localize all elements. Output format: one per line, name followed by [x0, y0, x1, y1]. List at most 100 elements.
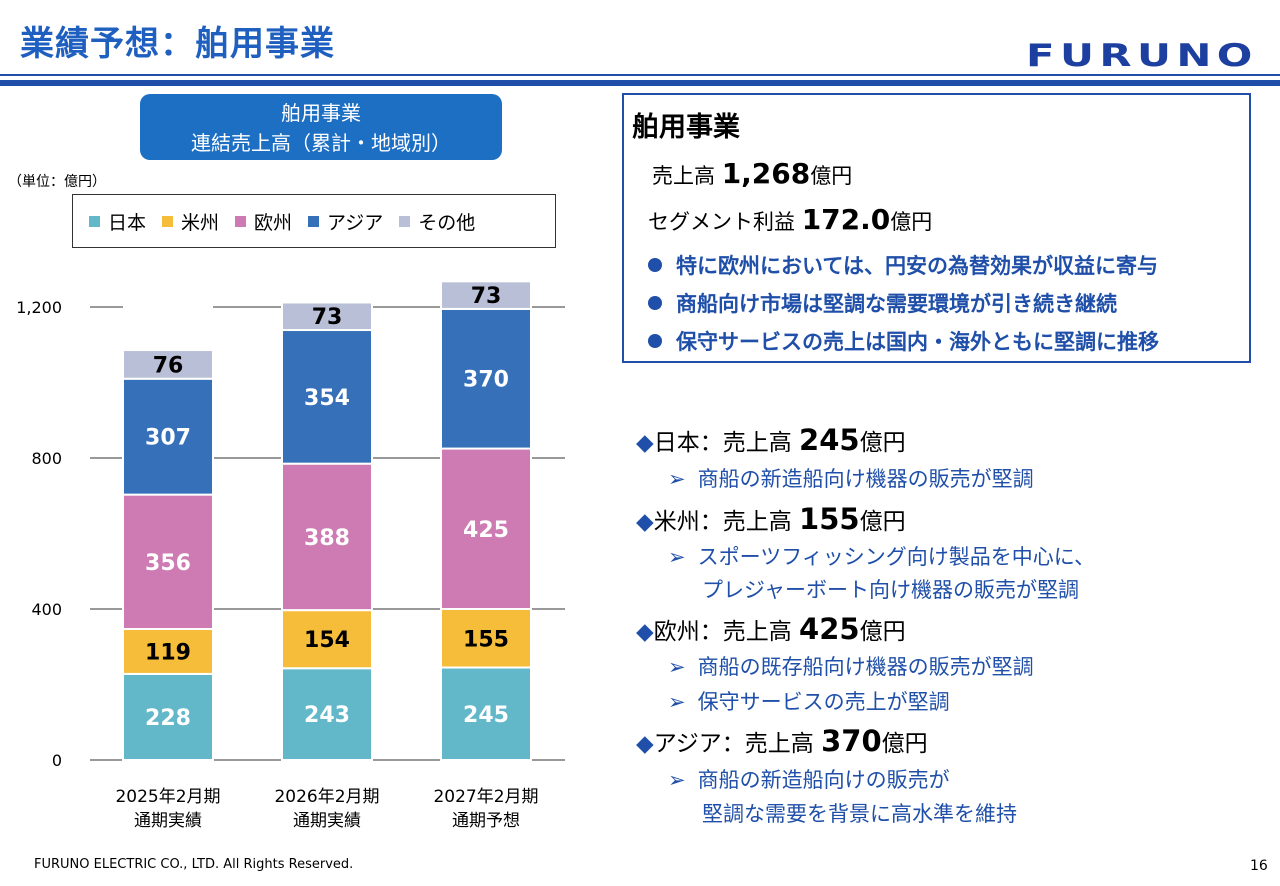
data-label: 155 [463, 627, 509, 652]
legend-item-japan: 日本 [89, 208, 146, 235]
x-tick-label: 通期実績 [134, 811, 202, 831]
arrow-icon: ➢ [668, 545, 686, 569]
arrow-icon: ➢ [668, 467, 686, 491]
summary-bullet: 保守サービスの売上は国内・海外ともに堅調に推移 [648, 326, 1159, 356]
sales-label: 売上高 [652, 164, 715, 188]
region-label: アジア：売上高 [653, 731, 814, 757]
legend-item-asia: アジア [308, 208, 383, 235]
region-note-continued: プレジャーボート向け機器の販売が堅調 [702, 578, 1079, 602]
data-label: 388 [304, 526, 350, 551]
region-americas: ◆米州：売上高 155億円 [636, 502, 906, 536]
legend-item-americas: 米州 [162, 208, 219, 235]
diamond-icon: ◆ [636, 430, 654, 456]
bar-segment [281, 301, 373, 332]
bar-segment [440, 608, 532, 669]
data-label: 243 [304, 703, 350, 728]
region-note: ➢ 商船の新造船向け機器の販売が堅調 [668, 467, 1034, 491]
bar-segment [281, 329, 373, 465]
sales-unit: 億円 [810, 164, 853, 188]
legend-label: 欧州 [254, 211, 293, 234]
copyright-footer: FURUNO ELECTRIC CO., LTD. All Rights Res… [34, 857, 354, 872]
region-note: ➢ 商船の既存船向け機器の販売が堅調 [668, 655, 1034, 679]
y-tick-label: 1,200 [16, 298, 62, 317]
region-note: ➢ スポーツフィッシング向け製品を中心に、 [668, 545, 1096, 569]
bar-segment [122, 672, 214, 761]
data-label: 354 [304, 386, 350, 411]
bullet-dot-icon [648, 334, 662, 348]
legend-swatch [399, 215, 411, 227]
data-label: 307 [145, 426, 191, 451]
data-label: 76 [153, 353, 184, 378]
header-rule-thick [0, 80, 1280, 86]
region-unit: 億円 [881, 731, 928, 757]
arrow-icon: ➢ [668, 690, 686, 714]
region-label: 日本：売上高 [653, 430, 792, 456]
data-label: 425 [463, 518, 509, 543]
bullet-dot-icon [648, 296, 662, 310]
legend-swatch [235, 215, 247, 227]
x-tick-label: 2025年2月期 [115, 787, 220, 807]
bar-segment [281, 667, 373, 762]
legend-item-other: その他 [399, 208, 475, 235]
bar-segment [440, 447, 532, 610]
x-tick-label: 通期実績 [293, 811, 361, 831]
bar-segment [122, 349, 214, 380]
arrow-icon: ➢ [668, 768, 686, 792]
region-value: 155 [799, 502, 860, 536]
region-value: 245 [799, 423, 860, 457]
bullet-dot-icon [648, 258, 662, 272]
region-note: ➢ 商船の新造船向けの販売が [668, 768, 950, 792]
region-label: 欧州：売上高 [653, 619, 792, 645]
legend-swatch [89, 215, 100, 227]
legend-label: アジア [327, 211, 384, 234]
legend-label: 米州 [181, 211, 220, 234]
data-label: 73 [471, 284, 502, 309]
diamond-icon: ◆ [636, 619, 654, 645]
bar-segment [122, 377, 214, 496]
legend-label: その他 [418, 211, 476, 234]
data-label: 154 [304, 628, 350, 653]
x-tick-label: 2026年2月期 [274, 787, 379, 807]
summary-bullet: 特に欧州においては、円安の為替効果が収益に寄与 [648, 250, 1158, 280]
region-unit: 億円 [859, 509, 906, 535]
summary-heading: 舶用事業 [632, 112, 740, 143]
legend-swatch [308, 215, 320, 227]
region-label: 米州：売上高 [653, 509, 792, 535]
diamond-icon: ◆ [636, 509, 654, 535]
chart-title-line2: 連結売上高（累計・地域別） [191, 131, 451, 155]
page-title: 業績予想：舶用事業 [20, 24, 335, 64]
bar-segment [440, 307, 532, 450]
region-unit: 億円 [859, 430, 906, 456]
region-value: 425 [799, 612, 860, 646]
profit-label: セグメント利益 [648, 210, 795, 234]
x-tick-label: 2027年2月期 [433, 787, 538, 807]
region-unit: 億円 [859, 619, 906, 645]
bar-segment [281, 462, 373, 612]
chart-legend: 日本 米州 欧州 アジア その他 [72, 194, 556, 248]
region-note-continued: 堅調な需要を背景に高水準を維持 [702, 802, 1017, 826]
legend-swatch [162, 215, 174, 227]
y-tick-label: 0 [52, 751, 62, 770]
region-value: 370 [821, 724, 882, 758]
data-label: 73 [312, 305, 343, 330]
x-tick-label: 通期予想 [452, 811, 520, 831]
bar-segment [440, 280, 532, 310]
data-label: 119 [145, 640, 191, 665]
region-note: ➢ 保守サービスの売上が堅調 [668, 690, 950, 714]
legend-item-europe: 欧州 [235, 208, 292, 235]
y-tick-label: 400 [31, 600, 62, 619]
sales-value: 1,268 [721, 157, 811, 190]
bar-segment [122, 493, 214, 631]
arrow-icon: ➢ [668, 655, 686, 679]
data-label: 370 [463, 368, 509, 393]
profit-unit: 億円 [890, 210, 933, 234]
sales-line: 売上高 1,268億円 [652, 157, 852, 190]
profit-value: 172.0 [801, 203, 891, 236]
region-europe: ◆欧州：売上高 425億円 [636, 612, 906, 646]
region-asia: ◆アジア：売上高 370億円 [636, 724, 928, 758]
y-tick-label: 800 [31, 449, 62, 468]
diamond-icon: ◆ [636, 731, 654, 757]
chart-title-line1: 舶用事業 [281, 101, 361, 125]
data-label: 356 [145, 551, 191, 576]
